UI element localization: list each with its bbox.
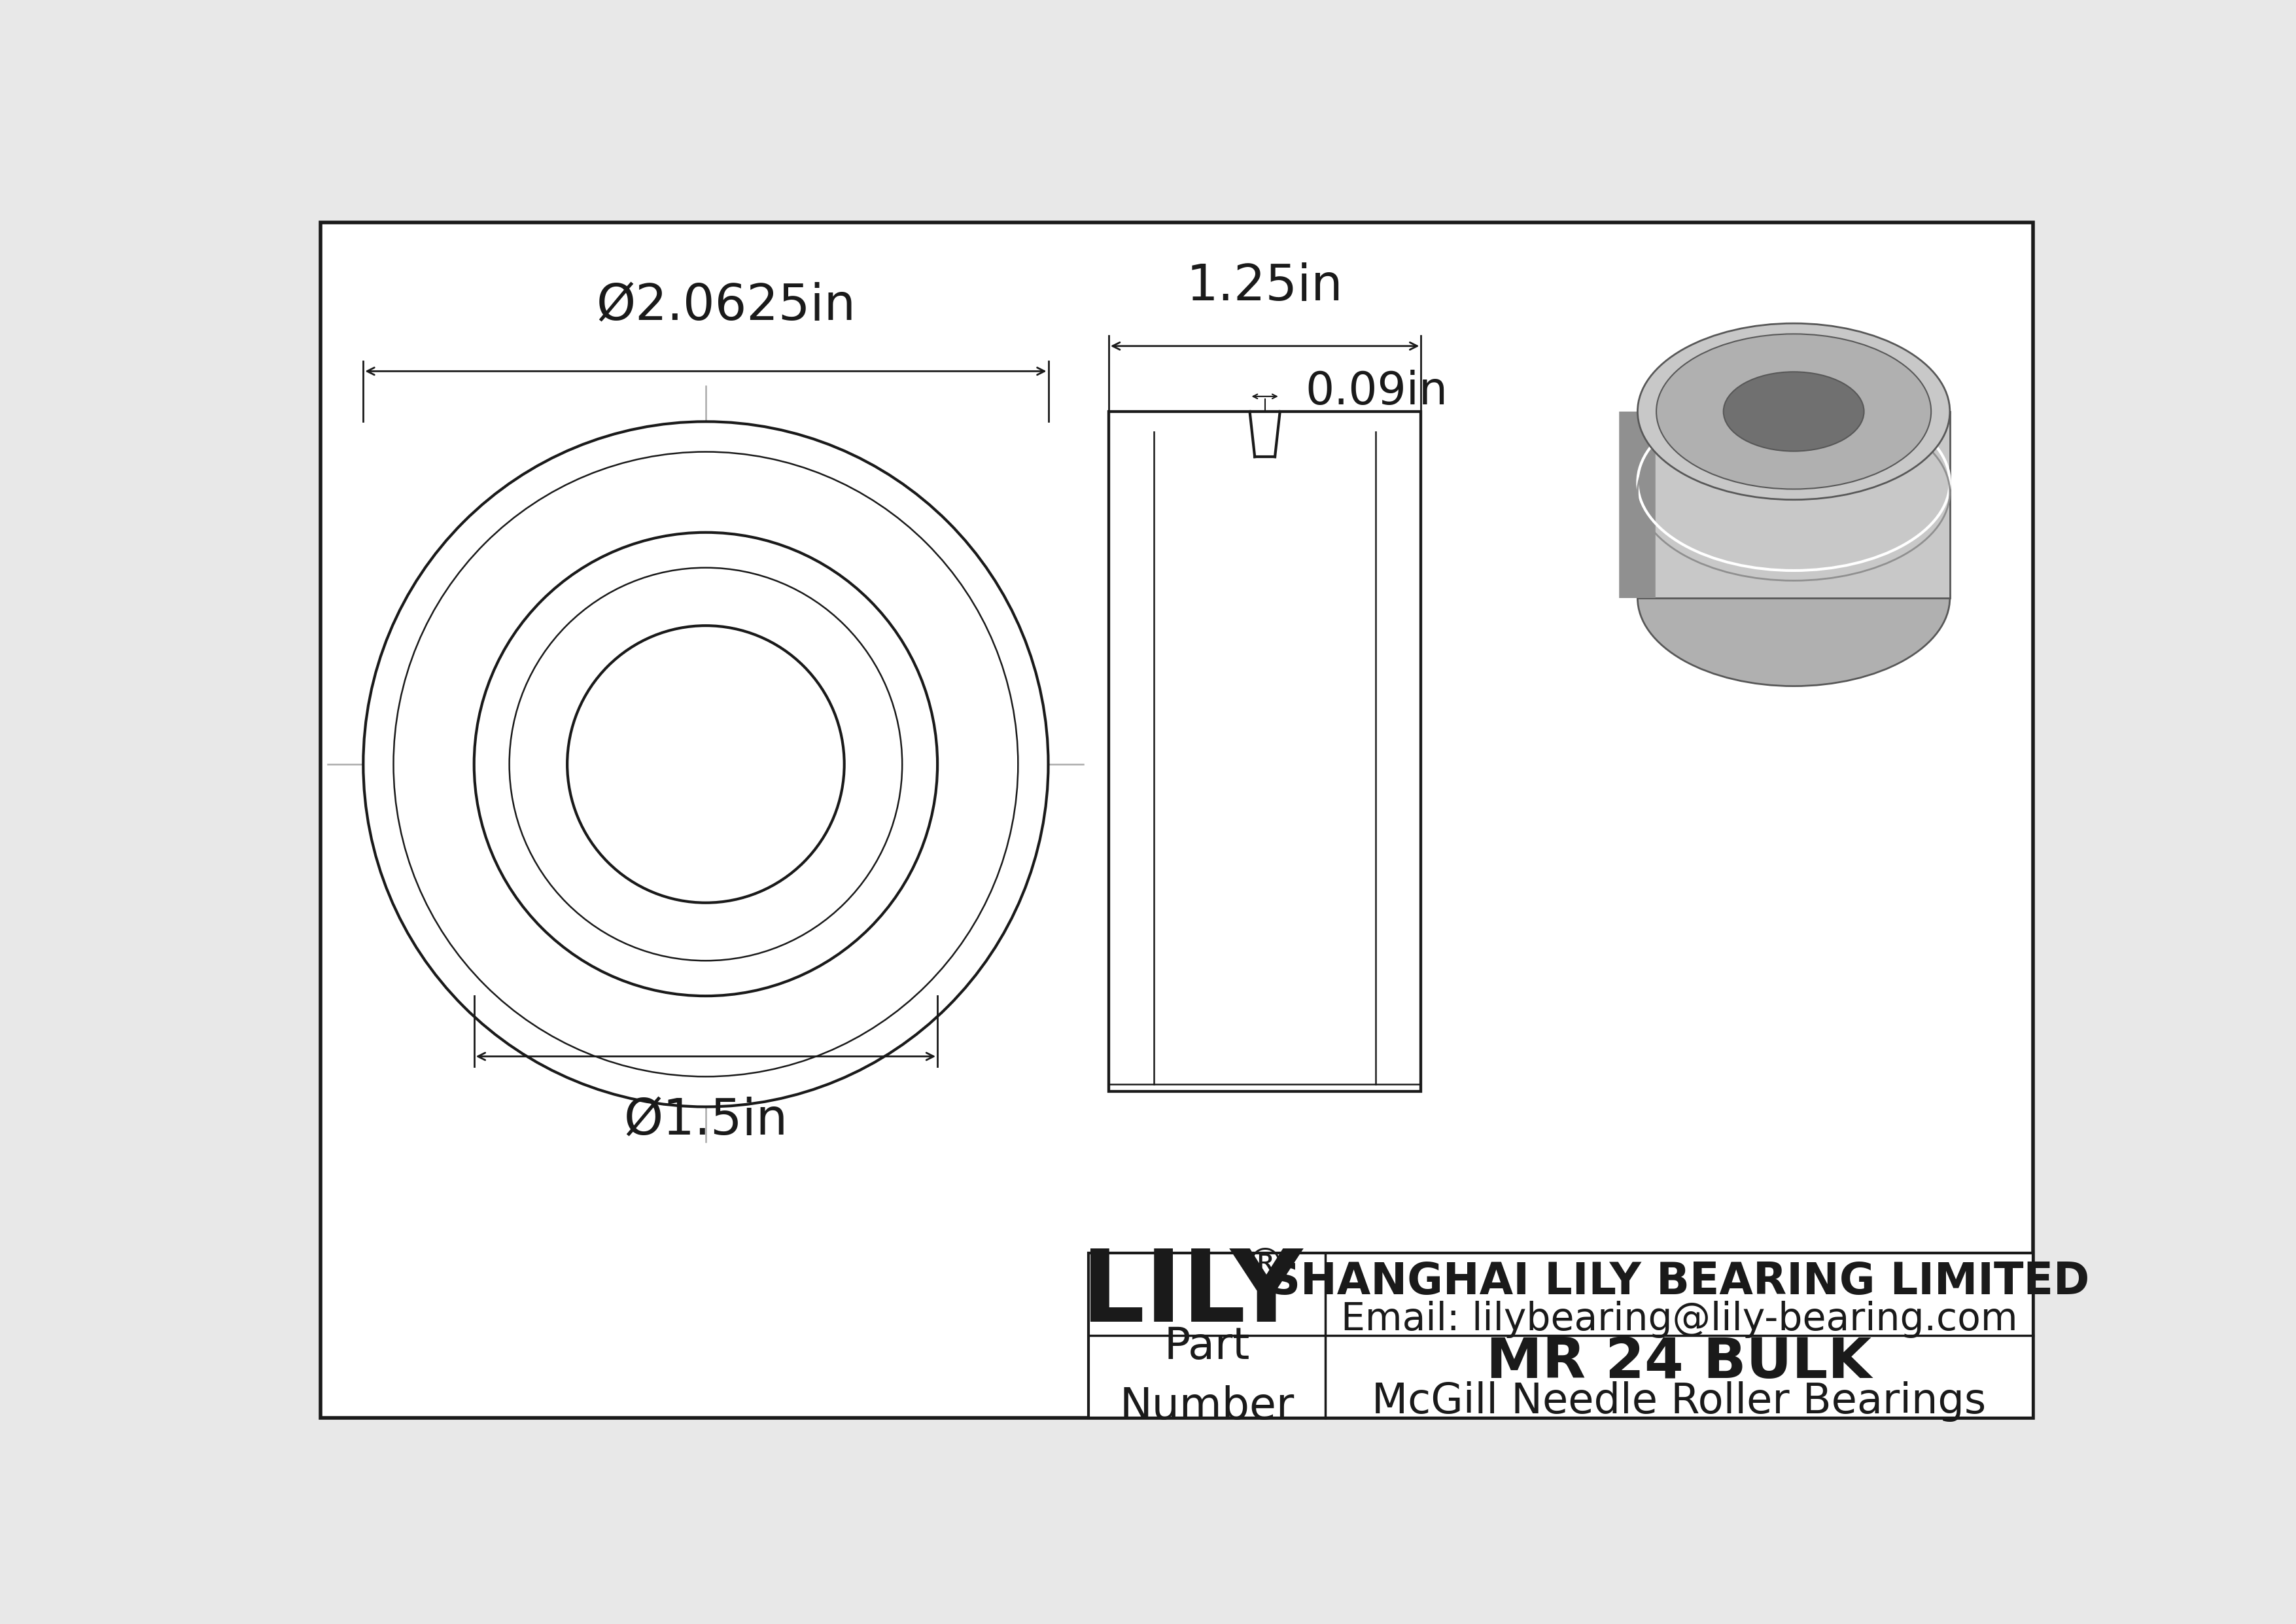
Text: McGill Needle Roller Bearings: McGill Needle Roller Bearings — [1373, 1382, 1986, 1423]
Ellipse shape — [393, 451, 1017, 1077]
Ellipse shape — [473, 533, 937, 996]
Bar — [1088, 1252, 2032, 1418]
Text: Part
Number: Part Number — [1120, 1325, 1295, 1427]
Text: Ø2.0625in: Ø2.0625in — [597, 283, 856, 331]
Text: 0.09in: 0.09in — [1304, 369, 1449, 412]
Text: Email: lilybearing@lily-bearing.com: Email: lilybearing@lily-bearing.com — [1341, 1301, 2018, 1338]
Ellipse shape — [1724, 372, 1864, 451]
Ellipse shape — [567, 625, 845, 903]
Text: Ø1.5in: Ø1.5in — [625, 1096, 788, 1145]
Text: ®: ® — [1244, 1247, 1286, 1286]
Ellipse shape — [363, 422, 1049, 1108]
Ellipse shape — [1637, 510, 1949, 685]
Text: LILY: LILY — [1081, 1246, 1302, 1343]
Ellipse shape — [1655, 335, 1931, 489]
Bar — [1109, 411, 1421, 1091]
Text: MR 24 BULK: MR 24 BULK — [1486, 1335, 1871, 1390]
Ellipse shape — [1637, 323, 1949, 500]
Ellipse shape — [1759, 419, 1768, 424]
Ellipse shape — [510, 568, 902, 961]
Text: 1.25in: 1.25in — [1187, 263, 1343, 310]
FancyBboxPatch shape — [1637, 411, 1949, 598]
Bar — [1109, 411, 1421, 1091]
Text: SHANGHAI LILY BEARING LIMITED: SHANGHAI LILY BEARING LIMITED — [1270, 1260, 2089, 1302]
